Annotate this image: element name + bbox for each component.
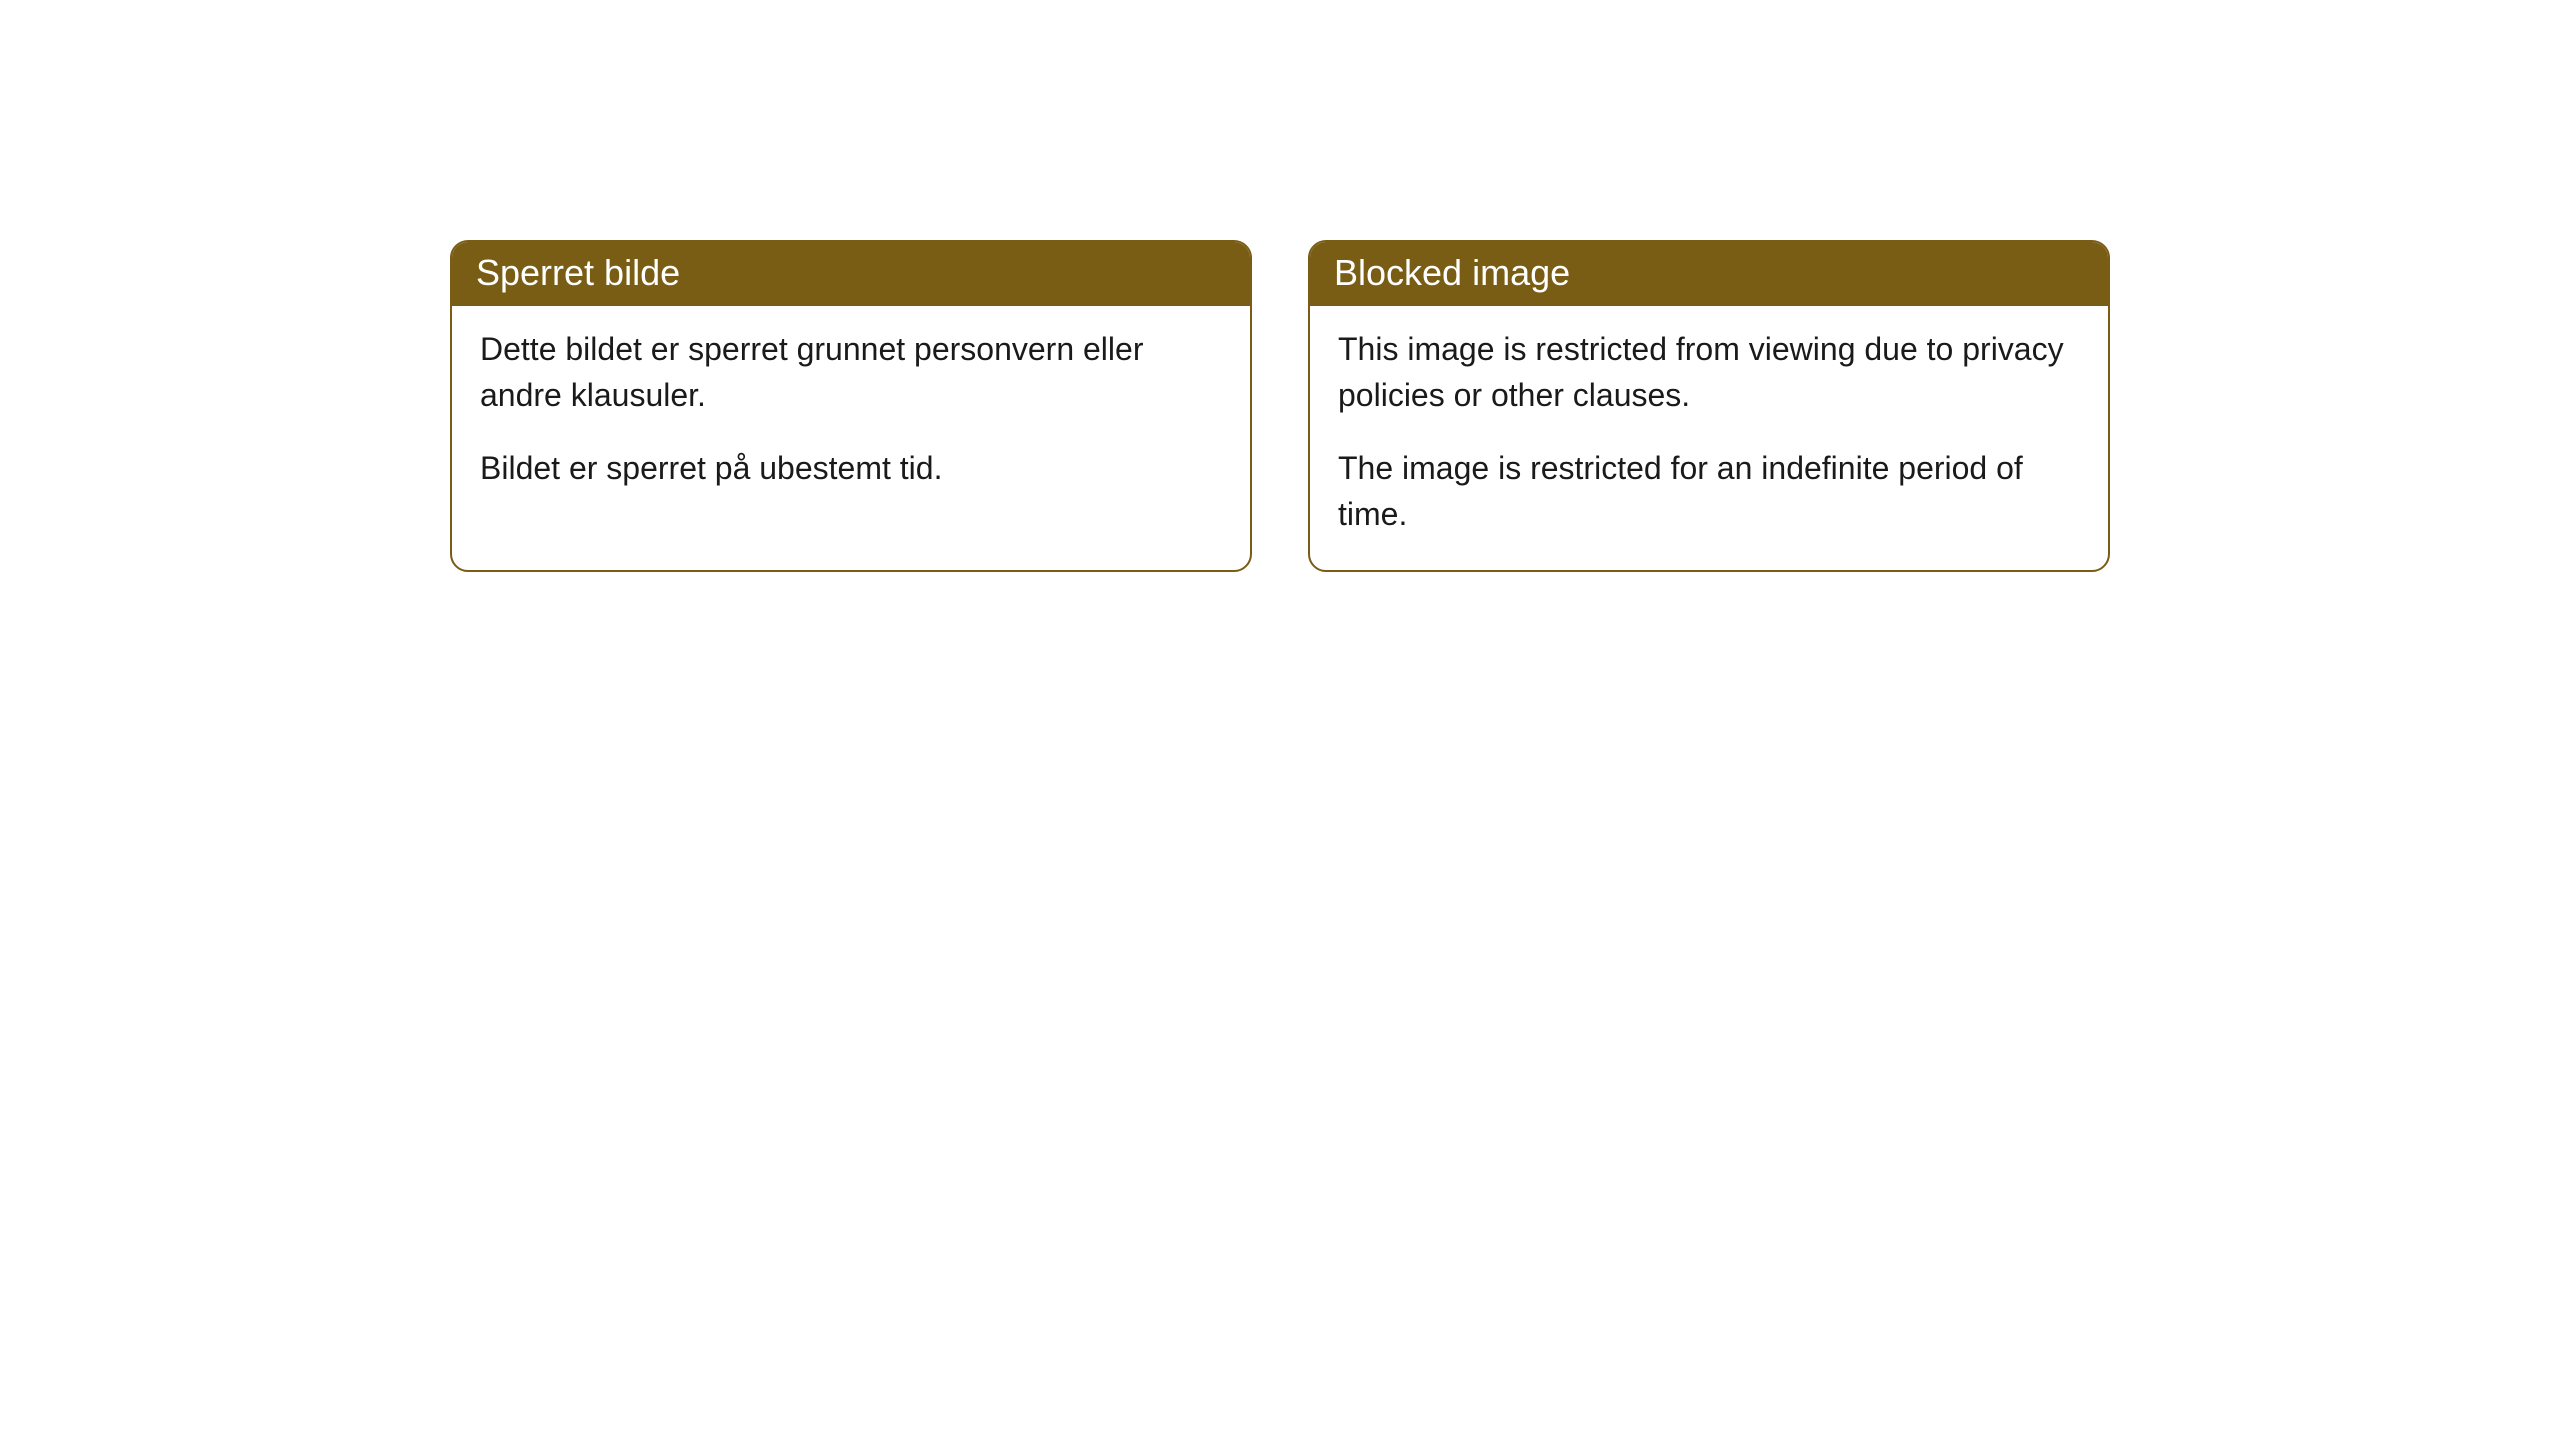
- notice-container: Sperret bilde Dette bildet er sperret gr…: [450, 240, 2110, 572]
- notice-paragraph-2-english: The image is restricted for an indefinit…: [1338, 445, 2080, 538]
- notice-paragraph-2-norwegian: Bildet er sperret på ubestemt tid.: [480, 445, 1222, 491]
- notice-header-english: Blocked image: [1310, 242, 2108, 306]
- notice-paragraph-1-norwegian: Dette bildet er sperret grunnet personve…: [480, 326, 1222, 419]
- notice-card-norwegian: Sperret bilde Dette bildet er sperret gr…: [450, 240, 1252, 572]
- notice-body-norwegian: Dette bildet er sperret grunnet personve…: [452, 306, 1250, 523]
- notice-card-english: Blocked image This image is restricted f…: [1308, 240, 2110, 572]
- notice-paragraph-1-english: This image is restricted from viewing du…: [1338, 326, 2080, 419]
- notice-header-norwegian: Sperret bilde: [452, 242, 1250, 306]
- notice-body-english: This image is restricted from viewing du…: [1310, 306, 2108, 570]
